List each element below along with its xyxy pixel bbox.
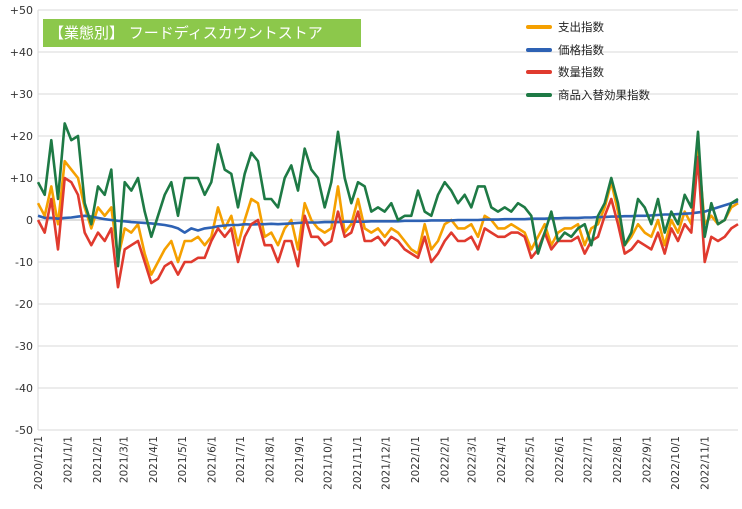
legend-swatch-spending (526, 25, 552, 30)
x-tick-label: 2021/8/1 (264, 436, 276, 483)
x-tick-label: 2021/2/1 (92, 436, 104, 483)
x-tick-label: 2020/12/1 (33, 436, 45, 490)
x-tick-label: 2022/5/1 (524, 436, 536, 483)
x-tick-label: 2022/7/1 (583, 436, 595, 483)
y-tick-label: +30 (10, 88, 33, 101)
y-tick-label: 0 (26, 214, 33, 227)
legend-item-spending: 支出指数 (526, 16, 676, 39)
y-tick-label: +10 (10, 172, 33, 185)
x-tick-label: 2022/4/1 (496, 436, 508, 483)
x-tick-label: 2022/8/1 (612, 436, 624, 483)
x-tick-label: 2022/11/1 (700, 436, 712, 490)
legend-swatch-quantity (526, 70, 552, 75)
legend-item-price: 価格指数 (526, 39, 676, 62)
legend-label-quantity: 数量指数 (558, 65, 604, 80)
x-tick-label: 2021/11/1 (352, 436, 364, 490)
y-tick-label: +50 (10, 4, 33, 17)
y-tick-label: -40 (15, 382, 33, 395)
x-tick-label: 2021/3/1 (119, 436, 131, 483)
chart-title: 【業態別】 フードディスカウントストア (43, 19, 361, 47)
y-tick-label: -10 (15, 256, 33, 269)
legend-item-replacement: 商品入替効果指数 (526, 84, 676, 107)
legend-swatch-replacement (526, 92, 552, 97)
x-tick-label: 2022/9/1 (642, 436, 654, 483)
legend-item-quantity: 数量指数 (526, 61, 676, 84)
x-axis-ticks: 2020/12/1 2021/1/1 2021/2/1 2021/3/1 2021/4/… (33, 436, 712, 490)
legend-label-price: 価格指数 (558, 42, 604, 57)
legend-label-spending: 支出指数 (558, 20, 604, 35)
y-tick-label: -20 (15, 298, 33, 311)
x-tick-label: 2022/1/1 (410, 436, 422, 483)
x-tick-label: 2021/12/1 (381, 436, 393, 490)
y-tick-label: +40 (10, 46, 33, 59)
series-line-replacement (36, 122, 739, 268)
series-line-quantity (36, 155, 739, 289)
legend-label-replacement: 商品入替効果指数 (558, 87, 650, 102)
y-tick-label: -30 (15, 340, 33, 353)
legend: 支出指数 価格指数 数量指数 商品入替効果指数 (526, 16, 676, 106)
x-tick-label: 2021/1/1 (63, 436, 75, 483)
y-axis-ticks: +50 +40 +30 +20 +10 0 -10 -20 -30 -40 -50 (10, 4, 33, 437)
x-tick-label: 2021/10/1 (323, 436, 335, 490)
x-tick-label: 2021/7/1 (235, 436, 247, 483)
legend-swatch-price (526, 47, 552, 52)
x-tick-label: 2022/2/1 (440, 436, 452, 483)
x-tick-label: 2021/4/1 (148, 436, 160, 483)
y-tick-label: -50 (15, 424, 33, 437)
x-tick-label: 2021/9/1 (294, 436, 306, 483)
x-tick-label: 2021/5/1 (177, 436, 189, 483)
x-tick-label: 2021/6/1 (206, 436, 218, 483)
x-tick-label: 2022/10/1 (670, 436, 682, 490)
x-tick-label: 2022/3/1 (466, 436, 478, 483)
series-lines (36, 122, 739, 289)
y-tick-label: +20 (10, 130, 33, 143)
x-tick-label: 2022/6/1 (554, 436, 566, 483)
